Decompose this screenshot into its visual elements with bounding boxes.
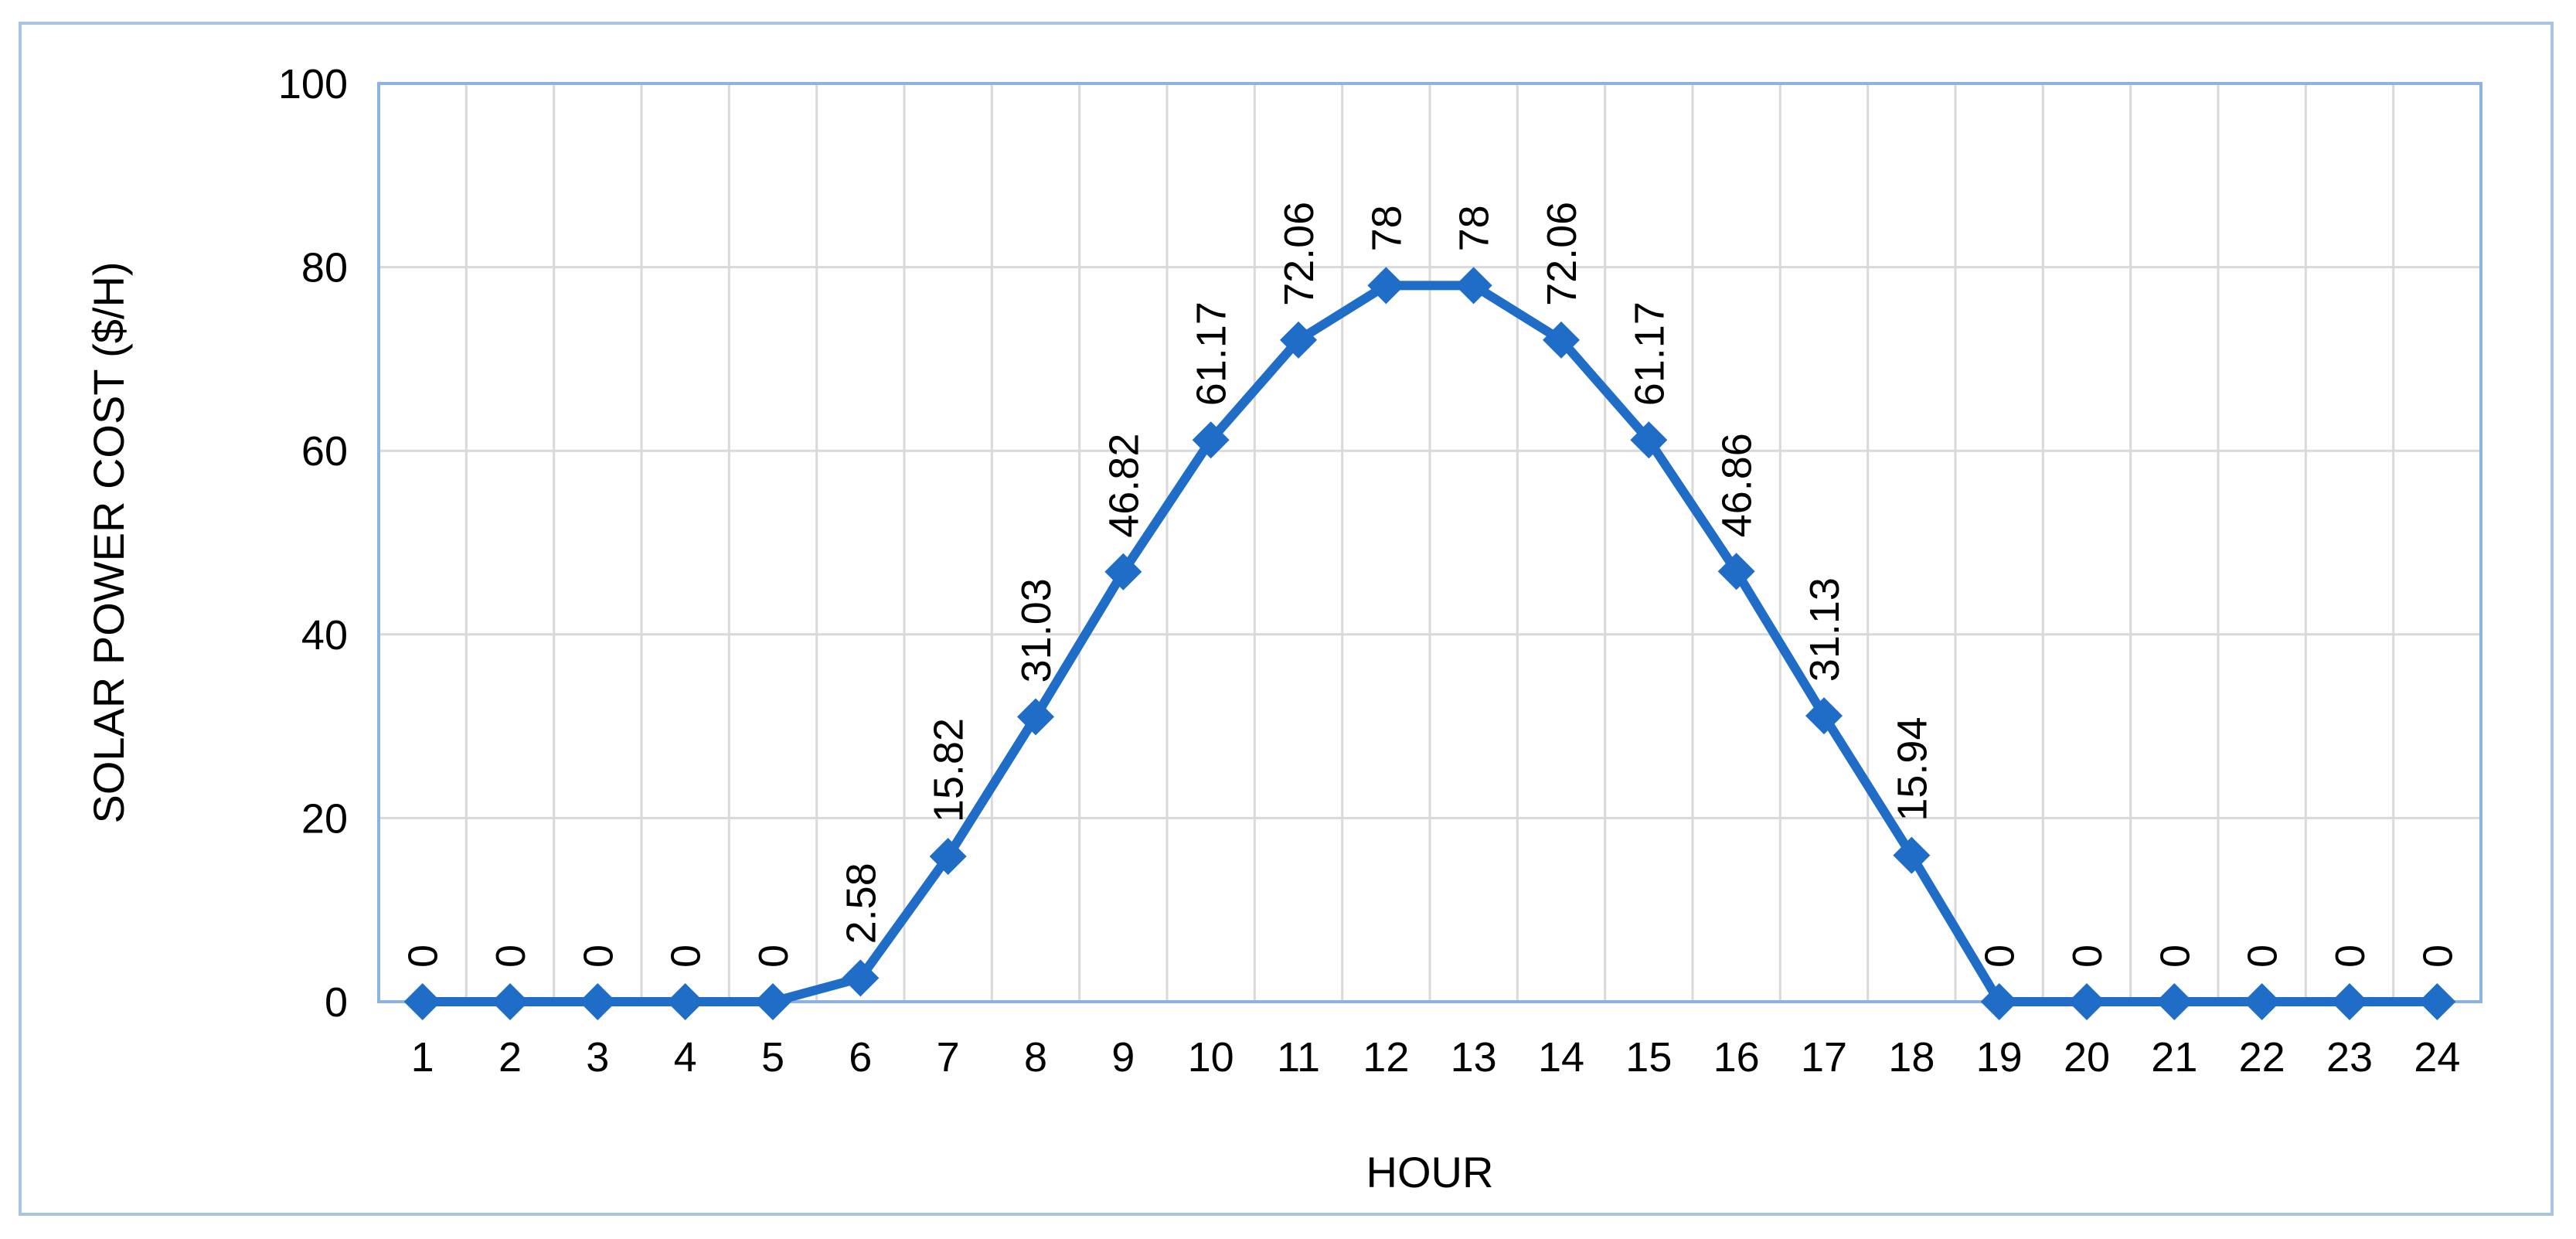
x-tick-label: 20 bbox=[2064, 1034, 2110, 1081]
data-point-marker bbox=[2418, 983, 2456, 1020]
x-tick-label: 17 bbox=[1801, 1034, 1847, 1081]
x-tick-label: 19 bbox=[1976, 1034, 2023, 1081]
y-tick-label: 20 bbox=[301, 795, 348, 842]
y-tick-label: 80 bbox=[301, 245, 348, 291]
x-tick-label: 5 bbox=[761, 1034, 784, 1081]
x-tick-label: 18 bbox=[1888, 1034, 1935, 1081]
data-label: 0 bbox=[2327, 945, 2374, 968]
data-label: 31.03 bbox=[1013, 578, 1060, 682]
data-label: 0 bbox=[2152, 945, 2198, 968]
data-label: 2.58 bbox=[838, 863, 884, 944]
data-point-marker bbox=[1104, 553, 1142, 591]
data-point-marker bbox=[1980, 983, 2018, 1020]
data-point-marker bbox=[929, 838, 967, 876]
data-label: 0 bbox=[750, 945, 797, 968]
data-label: 72.06 bbox=[1539, 202, 1585, 306]
data-label: 61.17 bbox=[1626, 301, 1673, 406]
x-tick-label: 2 bbox=[499, 1034, 522, 1081]
x-tick-label: 10 bbox=[1188, 1034, 1234, 1081]
data-label: 0 bbox=[2064, 945, 2111, 968]
data-point-marker bbox=[666, 983, 704, 1020]
x-tick-label: 12 bbox=[1363, 1034, 1409, 1081]
data-point-marker bbox=[842, 959, 880, 997]
data-point-marker bbox=[1280, 321, 1317, 359]
data-label: 78 bbox=[1451, 205, 1498, 251]
data-label: 0 bbox=[400, 945, 447, 968]
data-point-marker bbox=[579, 983, 617, 1020]
x-tick-label: 1 bbox=[411, 1034, 434, 1081]
grid-layer bbox=[379, 83, 2481, 1002]
x-tick-label: 22 bbox=[2239, 1034, 2285, 1081]
x-tick-label: 15 bbox=[1625, 1034, 1672, 1081]
x-tick-label: 6 bbox=[849, 1034, 872, 1081]
data-label: 0 bbox=[2414, 945, 2461, 968]
data-point-marker bbox=[1893, 836, 1931, 874]
x-tick-label: 23 bbox=[2326, 1034, 2373, 1081]
x-tick-label: 21 bbox=[2151, 1034, 2197, 1081]
data-label: 15.94 bbox=[1889, 717, 1935, 821]
data-point-marker bbox=[1017, 698, 1054, 736]
data-label: 46.86 bbox=[1714, 433, 1761, 537]
data-point-marker bbox=[1805, 697, 1843, 735]
data-point-marker bbox=[2243, 983, 2281, 1020]
x-tick-label: 16 bbox=[1713, 1034, 1760, 1081]
data-label: 0 bbox=[663, 945, 710, 968]
data-label: 0 bbox=[575, 945, 621, 968]
series-layer bbox=[403, 267, 2456, 1020]
x-axis-title: HOUR bbox=[1366, 1148, 1494, 1196]
data-point-marker bbox=[1630, 421, 1668, 459]
data-label: 0 bbox=[488, 945, 534, 968]
x-tick-label: 13 bbox=[1451, 1034, 1497, 1081]
y-tick-label: 0 bbox=[325, 979, 348, 1026]
data-point-marker bbox=[1192, 421, 1230, 459]
y-tick-label: 40 bbox=[301, 612, 348, 659]
data-label: 0 bbox=[2240, 945, 2286, 968]
x-tick-label: 8 bbox=[1024, 1034, 1047, 1081]
x-tick-label: 14 bbox=[1538, 1034, 1584, 1081]
x-tick-label: 3 bbox=[586, 1034, 609, 1081]
data-point-marker bbox=[2068, 983, 2105, 1020]
data-label: 15.82 bbox=[926, 718, 972, 822]
data-label: 31.13 bbox=[1802, 577, 1848, 682]
data-label: 72.06 bbox=[1276, 202, 1322, 306]
data-point-marker bbox=[403, 983, 441, 1020]
data-point-marker bbox=[1543, 321, 1580, 359]
plot-area-border bbox=[377, 82, 2482, 1003]
y-tick-label: 60 bbox=[301, 428, 348, 475]
data-label: 78 bbox=[1363, 205, 1410, 251]
data-point-marker bbox=[492, 983, 529, 1020]
y-tick-label: 100 bbox=[278, 61, 348, 107]
x-tick-label: 7 bbox=[937, 1034, 960, 1081]
x-tick-label: 9 bbox=[1111, 1034, 1135, 1081]
x-tick-label: 4 bbox=[674, 1034, 697, 1081]
data-point-marker bbox=[2331, 983, 2368, 1020]
data-point-marker bbox=[1717, 553, 1755, 591]
data-point-marker bbox=[754, 983, 791, 1020]
data-point-marker bbox=[2156, 983, 2193, 1020]
x-tick-label: 11 bbox=[1277, 1034, 1320, 1081]
data-point-marker bbox=[1455, 267, 1492, 305]
x-tick-label: 24 bbox=[2414, 1034, 2460, 1081]
data-label: 46.82 bbox=[1101, 434, 1147, 538]
y-axis-title: SOLAR POWER COST ($/H) bbox=[84, 261, 133, 823]
data-point-marker bbox=[1367, 267, 1405, 305]
data-label: 61.17 bbox=[1189, 301, 1235, 406]
data-label: 0 bbox=[1977, 945, 2023, 968]
